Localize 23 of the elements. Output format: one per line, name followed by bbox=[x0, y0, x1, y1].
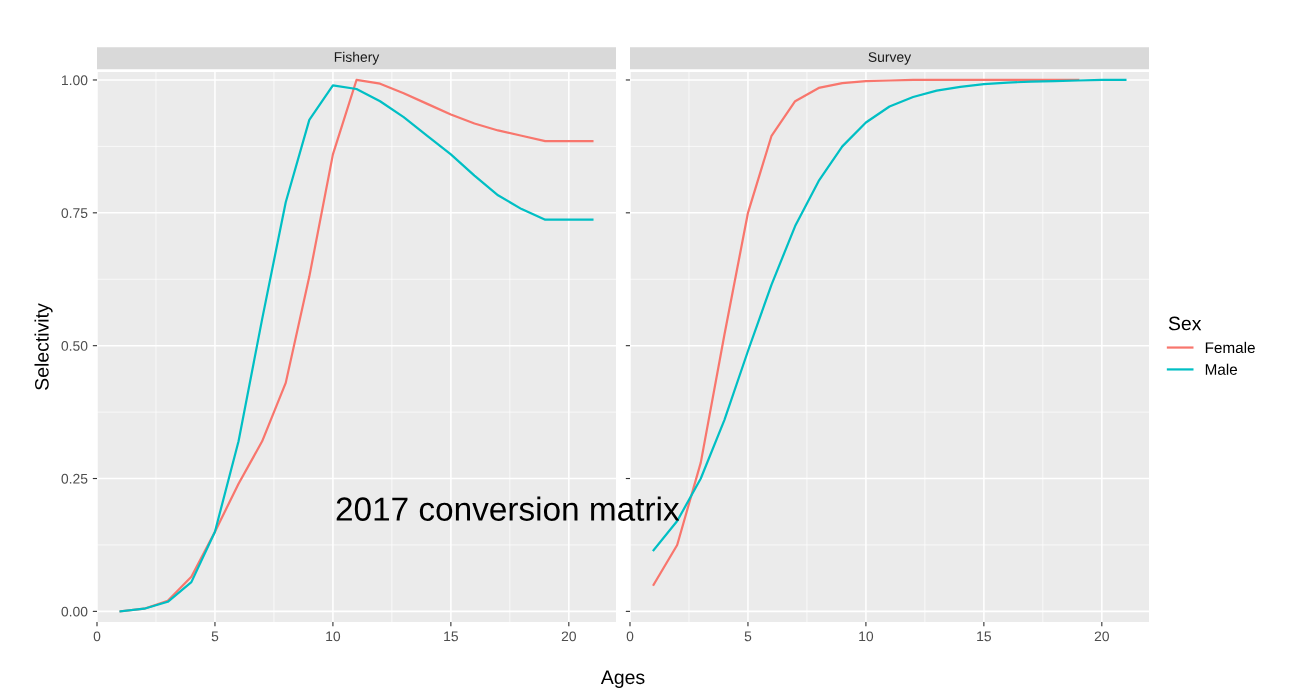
y-tick-label: 1.00 bbox=[62, 75, 88, 86]
x-tick-label: 5 bbox=[211, 631, 219, 642]
x-tick-label: 20 bbox=[1094, 631, 1109, 642]
chart-title: Fishery bbox=[334, 51, 380, 65]
legend-label: Female bbox=[1205, 341, 1255, 354]
y-tick-label: 0.75 bbox=[61, 208, 88, 218]
chart-title: Survey bbox=[868, 52, 912, 65]
x-tick-label: 10 bbox=[859, 631, 874, 642]
y-tick-label: 0.25 bbox=[61, 473, 88, 484]
x-axis-title: Ages bbox=[600, 670, 645, 688]
x-tick-label: 10 bbox=[326, 631, 341, 642]
annotation: 2017 conversion matrix bbox=[336, 496, 680, 521]
x-tick-label: 15 bbox=[444, 631, 459, 642]
x-tick-label: 20 bbox=[561, 631, 576, 642]
x-tick-label: 15 bbox=[977, 631, 992, 642]
x-tick-label: 0 bbox=[626, 631, 634, 642]
x-tick-label: 0 bbox=[93, 631, 101, 642]
legend-title: Sex bbox=[1168, 316, 1202, 331]
y-tick-label: 0.50 bbox=[61, 341, 88, 351]
y-tick-label: 0.00 bbox=[61, 606, 88, 617]
legend-label: Male bbox=[1205, 363, 1238, 375]
x-tick-label: 5 bbox=[744, 631, 752, 642]
y-axis-title: Selectivity bbox=[34, 303, 53, 390]
